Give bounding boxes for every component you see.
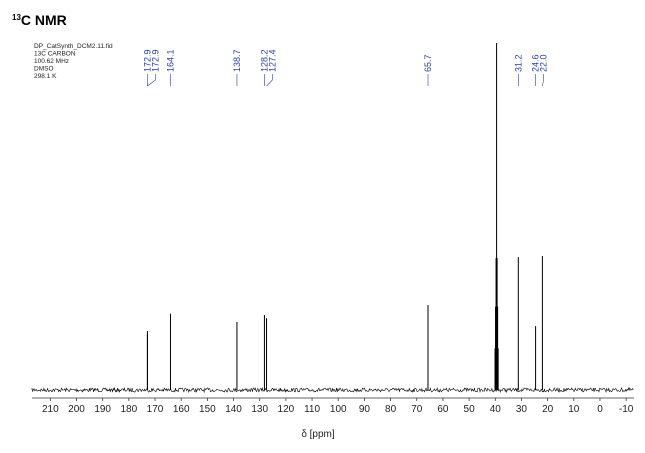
peak-label: 24.6	[531, 54, 541, 72]
title-superscript: 13	[12, 13, 21, 22]
x-tick-label: 60	[437, 404, 449, 415]
x-tick-label: 30	[516, 404, 528, 415]
x-tick-label: 20	[542, 404, 554, 415]
peak-label: 172.9	[150, 49, 160, 72]
x-tick-label: 40	[490, 404, 502, 415]
x-tick-label: 210	[42, 404, 59, 415]
x-tick-label: 130	[251, 404, 268, 415]
title-text: C NMR	[21, 12, 67, 28]
x-tick-label: 110	[304, 404, 320, 415]
peak-label: 138.7	[232, 49, 242, 72]
x-axis-label: δ [ppm]	[301, 429, 335, 440]
acquisition-info: 100.62 MHz	[34, 58, 69, 65]
acquisition-info: DP_CatSynth_DCM2.11.fid	[34, 43, 113, 50]
x-tick-label: 140	[225, 404, 242, 415]
x-tick-label: 160	[173, 404, 190, 415]
x-tick-label: 90	[359, 404, 371, 415]
x-tick-label: 180	[120, 404, 137, 415]
x-tick-label: 120	[278, 404, 295, 415]
x-tick-label: 10	[568, 404, 580, 415]
peak-label: 65.7	[423, 54, 433, 72]
x-tick-label: 80	[385, 404, 397, 415]
x-tick-label: 190	[94, 404, 111, 415]
peak-label: 128.2	[259, 49, 269, 72]
acquisition-info: 13C CARBON	[34, 51, 76, 58]
x-tick-label: 100	[330, 404, 347, 415]
x-tick-label: -10	[619, 404, 634, 415]
x-tick-label: 0	[597, 404, 603, 415]
x-tick-label: 200	[68, 404, 85, 415]
peak-label: 172.9	[142, 49, 152, 72]
x-tick-label: 170	[147, 404, 164, 415]
x-tick-label: 150	[199, 404, 216, 415]
peak-label: 127.4	[267, 49, 277, 72]
peak-label: 31.2	[513, 54, 523, 72]
acquisition-info: DMSO	[34, 66, 54, 73]
label-connector	[147, 74, 156, 87]
label-connector	[542, 74, 544, 87]
x-tick-label: 70	[411, 404, 423, 415]
acquisition-info: 298.1 K	[34, 73, 57, 80]
chart-title: 13C NMR	[12, 12, 67, 28]
label-connector	[266, 74, 273, 87]
peak-label: 22.0	[539, 54, 549, 72]
baseline-noise	[31, 386, 634, 394]
x-tick-label: 50	[464, 404, 476, 415]
peak-label: 164.1	[165, 49, 175, 72]
